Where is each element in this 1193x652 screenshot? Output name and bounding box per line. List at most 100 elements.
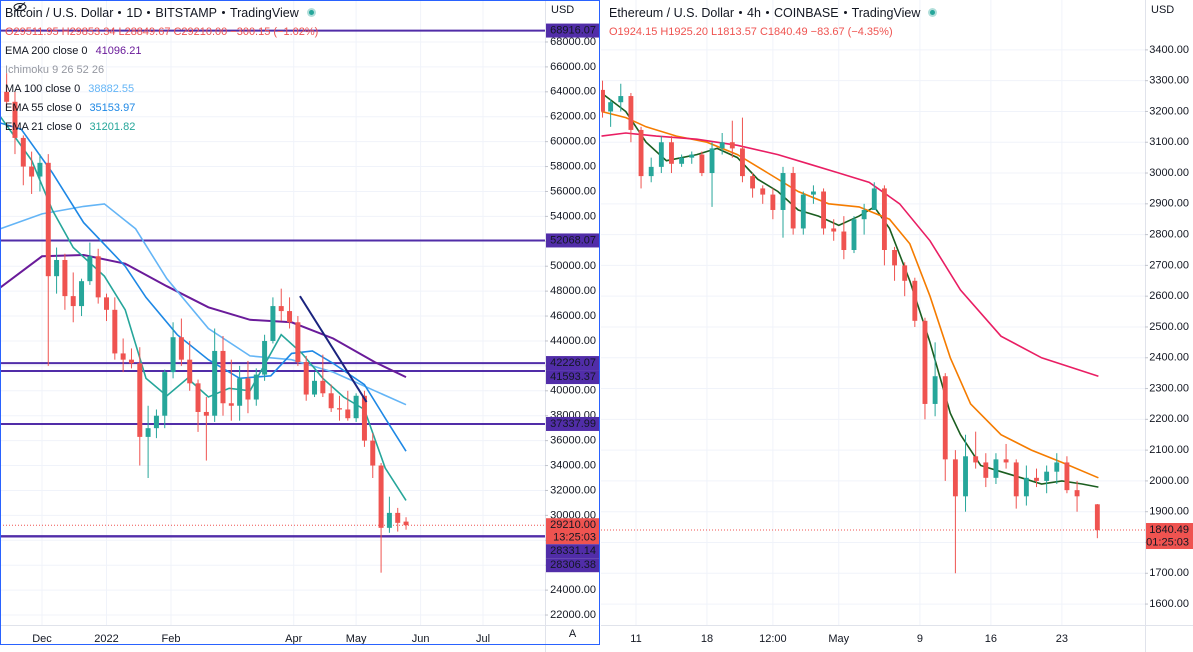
candle-body xyxy=(237,378,243,406)
symbol-row: Bitcoin / U.S. Dollar 1D BITSTAMP TradingVi… xyxy=(5,2,321,23)
candle-body xyxy=(729,142,735,149)
y-tick-label: 2800.00 xyxy=(1149,229,1189,241)
candle-body xyxy=(750,176,756,189)
candle-body xyxy=(54,259,60,277)
y-tick-label: 3200.00 xyxy=(1149,105,1189,117)
candle-body xyxy=(253,374,259,400)
candle-body xyxy=(137,363,143,437)
x-tick-label: Jul xyxy=(476,633,490,645)
candle-body xyxy=(638,129,644,177)
candle-body xyxy=(689,154,695,158)
indicator-line xyxy=(0,116,407,501)
candle-body xyxy=(669,142,674,164)
y-tick-label: 54000.00 xyxy=(550,210,596,222)
candle-body xyxy=(178,337,184,360)
candle-body xyxy=(70,296,76,307)
indicator-name: EMA 21 close 0 xyxy=(5,120,82,133)
candle-body xyxy=(841,231,847,250)
interval[interactable]: 4h xyxy=(747,5,761,20)
candle-body xyxy=(120,353,126,360)
y-tick-label: 48000.00 xyxy=(550,285,596,297)
candle-body xyxy=(87,256,93,282)
open: O1924.15 xyxy=(609,25,658,38)
x-tick-label: 12:00 xyxy=(759,633,787,645)
candle-body xyxy=(790,173,796,229)
x-tick-label: 2022 xyxy=(94,633,118,645)
y-tick-label: 68000.00 xyxy=(550,36,596,48)
panel-border xyxy=(0,0,600,645)
exchange: BITSTAMP xyxy=(155,5,217,20)
indicator-name: Ichimoku 9 26 52 26 xyxy=(5,63,105,76)
candle-body xyxy=(361,395,367,441)
candle-body xyxy=(212,350,218,416)
price-label-bg xyxy=(546,544,600,559)
candle-body xyxy=(187,359,193,384)
candle-body xyxy=(328,393,334,409)
y-tick-label: 2100.00 xyxy=(1149,444,1189,456)
candle-body xyxy=(378,465,384,528)
candle-body xyxy=(861,209,867,220)
indicator-line xyxy=(601,92,1099,488)
candle-body xyxy=(195,383,201,412)
candle-body xyxy=(800,194,806,229)
candle-body xyxy=(395,512,401,523)
symbol[interactable]: Bitcoin / U.S. Dollar xyxy=(5,5,114,20)
candle-body xyxy=(95,256,101,298)
price-label-bg xyxy=(546,23,600,38)
candle-body xyxy=(993,459,999,478)
candle-body xyxy=(942,376,948,460)
y-tick-label: 2300.00 xyxy=(1149,382,1189,394)
candle-body xyxy=(709,148,715,174)
y-tick-label: 62000.00 xyxy=(550,111,596,123)
candle-body xyxy=(1094,504,1100,531)
candle-body xyxy=(760,188,766,195)
candle-body xyxy=(922,320,928,404)
indicator-line xyxy=(0,122,407,452)
y-tick-label: 1600.00 xyxy=(1149,598,1189,610)
legend: Ethereum / U.S. Dollar 4h COINBASE TradingV… xyxy=(609,2,938,42)
price-label-bg xyxy=(1146,523,1193,550)
price-label-bg xyxy=(546,356,600,371)
y-tick-label: 2500.00 xyxy=(1149,321,1189,333)
price-label: 52068.07 xyxy=(550,234,596,246)
y-tick-label: 2900.00 xyxy=(1149,198,1189,210)
y-tick-label: 56000.00 xyxy=(550,185,596,197)
candle-body xyxy=(821,191,827,229)
x-tick-label: 9 xyxy=(917,633,923,645)
y-tick-label: 3300.00 xyxy=(1149,75,1189,87)
candle-body xyxy=(608,102,614,112)
low: L1813.57 xyxy=(711,25,757,38)
candle-body xyxy=(145,428,151,437)
exchange: COINBASE xyxy=(773,5,839,20)
candle-body xyxy=(287,311,293,323)
candle-body xyxy=(4,91,10,102)
indicator-value: 41096.21 xyxy=(95,44,142,57)
candle-body xyxy=(932,376,938,404)
y-tick-label: 2200.00 xyxy=(1149,413,1189,425)
x-tick-label: 18 xyxy=(701,633,713,645)
candle-body xyxy=(228,403,234,406)
candle-body xyxy=(983,462,989,478)
indicator-line xyxy=(601,110,1099,479)
y-tick-label: 44000.00 xyxy=(550,335,596,347)
indicator-row: EMA 200 close 0 41096.21 xyxy=(5,42,321,61)
symbol[interactable]: Ethereum / U.S. Dollar xyxy=(609,5,735,20)
indicator-list: EMA 200 close 0 41096.21 Ichimoku 9 26 52 … xyxy=(5,2,321,137)
hidden-icon[interactable] xyxy=(13,2,27,12)
candle-body xyxy=(648,166,654,177)
y-tick-label: 32000.00 xyxy=(550,484,596,496)
x-tick-label: 11 xyxy=(630,633,641,645)
candle-body xyxy=(245,378,251,400)
legend: Bitcoin / U.S. Dollar 1D BITSTAMP TradingVi… xyxy=(5,2,321,137)
candle-body xyxy=(278,306,284,312)
y-tick-label: 60000.00 xyxy=(550,136,596,148)
x-tick-label: Apr xyxy=(285,633,302,645)
source: TradingView xyxy=(229,5,299,20)
y-tick-label: 58000.00 xyxy=(550,160,596,172)
candle-body xyxy=(262,340,268,375)
interval[interactable]: 1D xyxy=(126,5,143,20)
candle-body xyxy=(1074,490,1080,497)
indicator-value: 38882.55 xyxy=(88,82,135,95)
candle-body xyxy=(740,148,745,177)
